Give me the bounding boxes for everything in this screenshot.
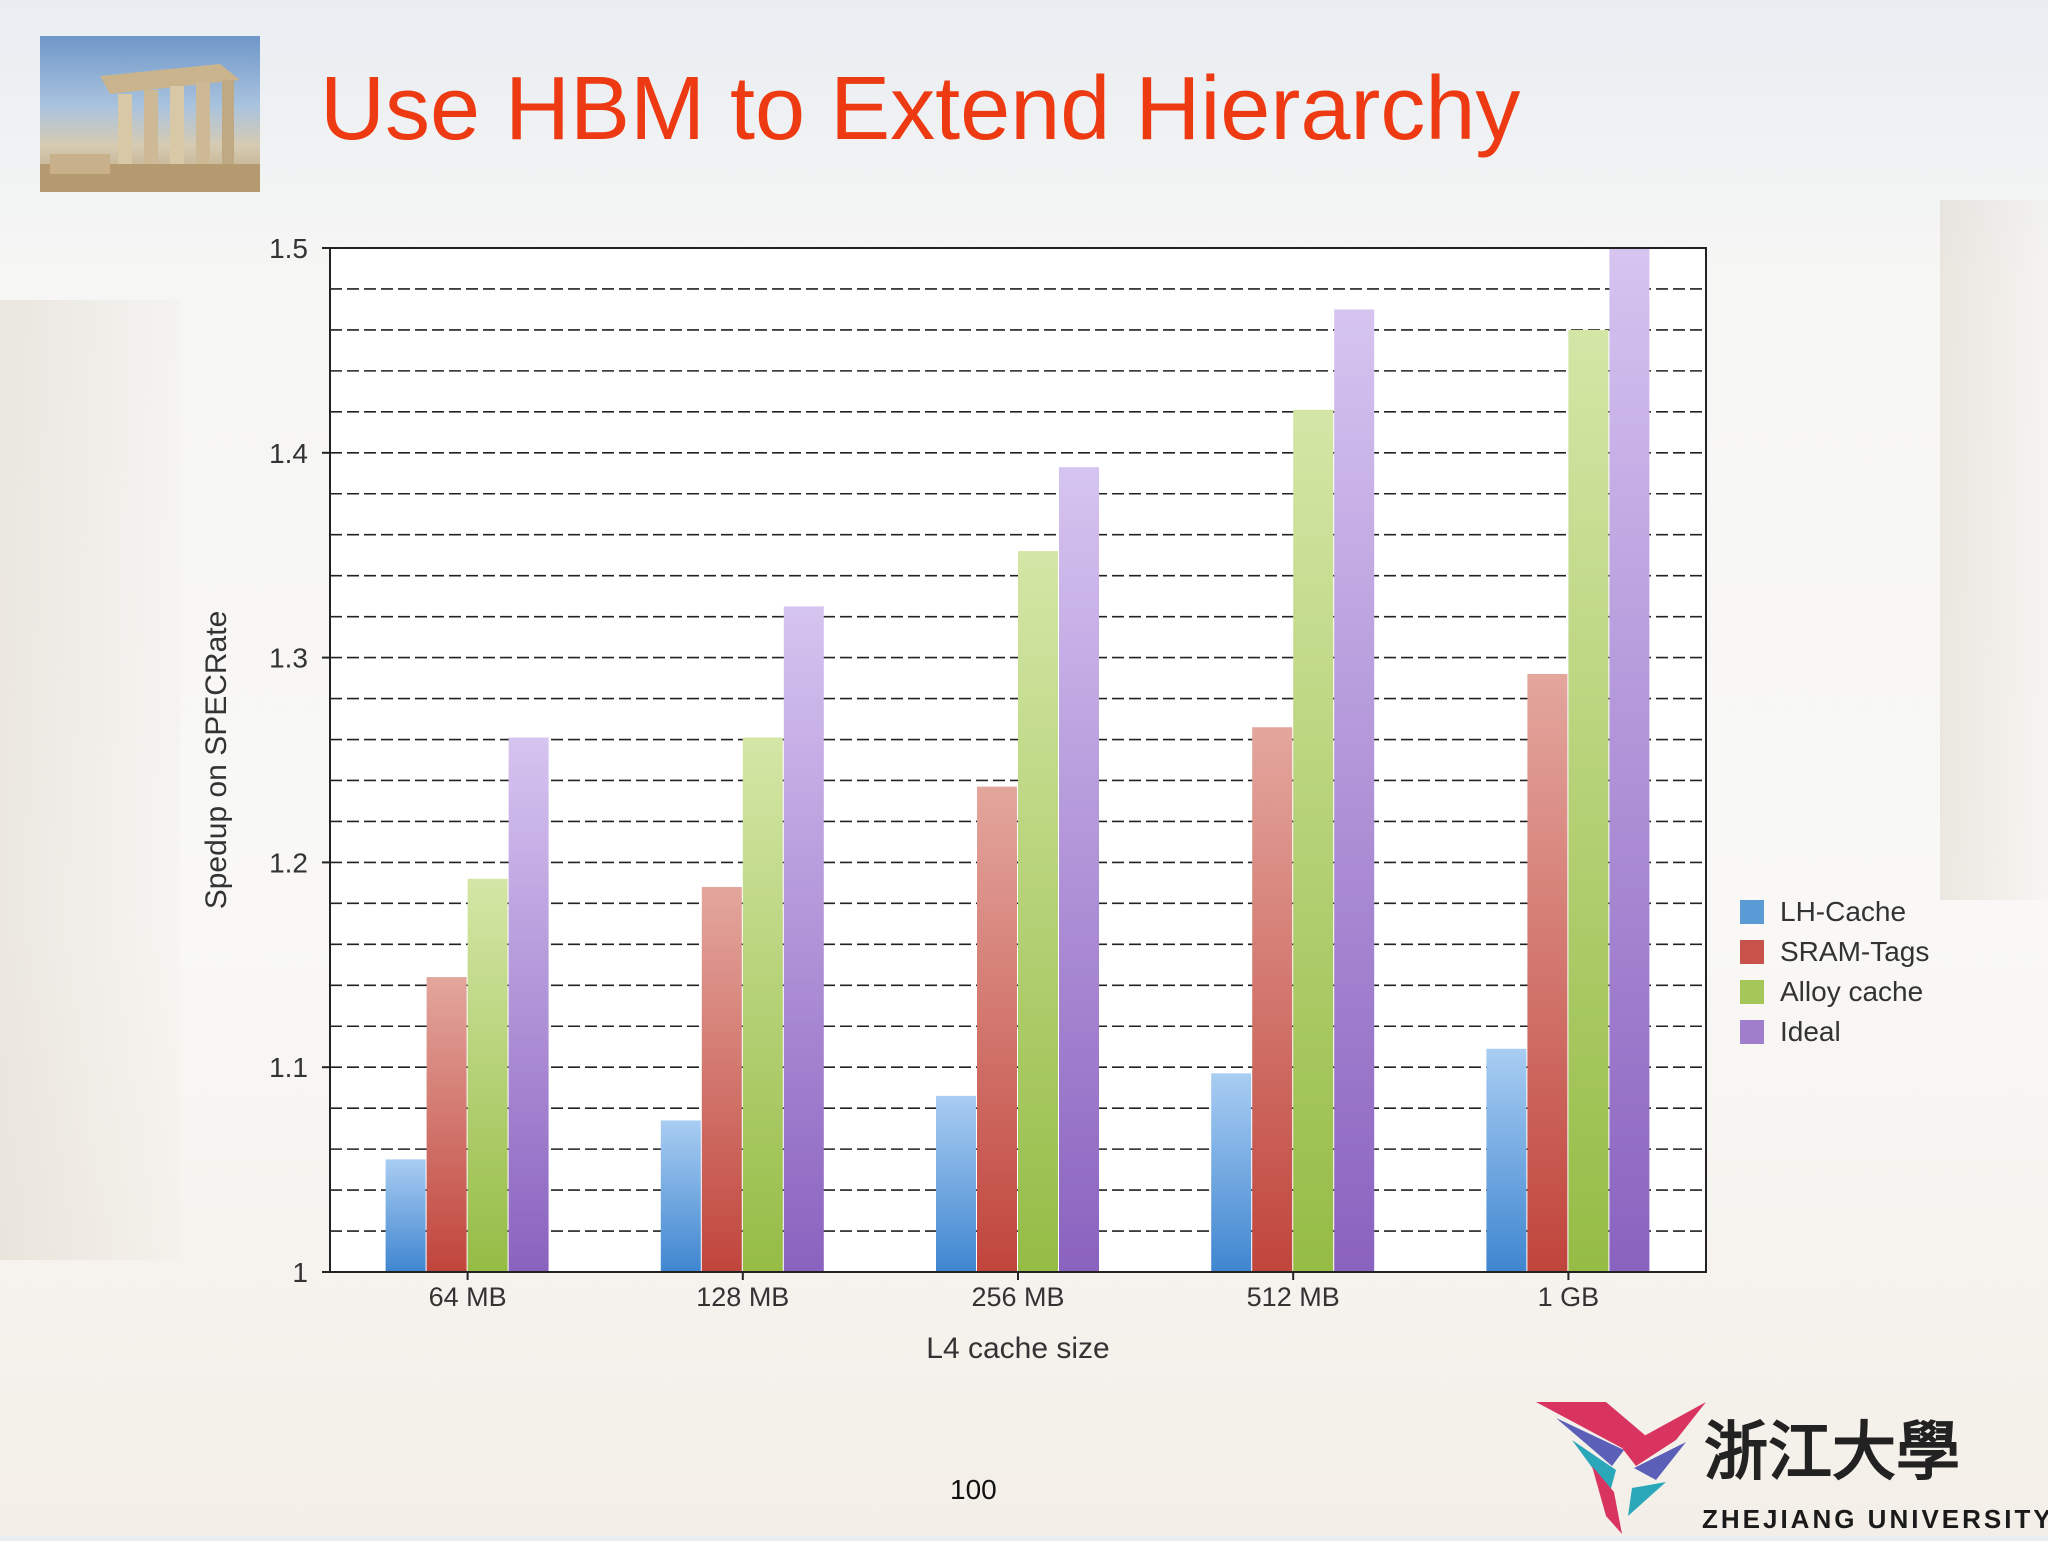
bar-alloy-cache <box>1018 551 1058 1272</box>
bar-lh-cache <box>660 1120 701 1272</box>
bar-sram-tags <box>977 786 1017 1272</box>
bar-ideal <box>508 737 549 1272</box>
legend-swatch <box>1740 980 1764 1004</box>
legend-label: Ideal <box>1780 1016 1841 1047</box>
bar-lh-cache <box>936 1095 976 1272</box>
university-emblem-icon <box>1536 1402 1706 1534</box>
bar-chart: 1 1.1 1.2 1.3 1.4 1.5 64 MB 128 MB 256 MB 512 MB… <box>200 233 1929 1365</box>
bar-sram-tags <box>1527 673 1568 1272</box>
bar-lh-cache <box>1486 1048 1527 1272</box>
bar-sram-tags <box>1252 727 1293 1272</box>
y-tick-label: 1.3 <box>269 643 308 674</box>
bar-alloy-cache <box>467 878 508 1272</box>
y-tick-label: 1.2 <box>269 847 308 878</box>
legend-swatch <box>1740 1020 1764 1044</box>
legend: LH-Cache SRAM-Tags Alloy cache Ideal <box>1740 896 1929 1047</box>
legend-swatch <box>1740 900 1764 924</box>
x-tick-label: 1 GB <box>1538 1282 1600 1312</box>
parthenon-thumbnail <box>40 36 260 192</box>
background-column-right <box>1940 200 2048 900</box>
bar-lh-cache <box>1211 1073 1252 1272</box>
bar-ideal <box>783 606 824 1272</box>
bar-sram-tags <box>426 977 467 1272</box>
bar-alloy-cache <box>1568 329 1609 1272</box>
page-number: 100 <box>950 1474 997 1505</box>
bar-alloy-cache <box>1293 409 1334 1272</box>
x-tick-label: 128 MB <box>696 1282 789 1312</box>
x-tick-label: 512 MB <box>1247 1282 1340 1312</box>
bar-alloy-cache <box>742 737 783 1272</box>
y-tick-label: 1.5 <box>269 233 308 264</box>
university-chinese-name: 浙江大學 <box>1704 1416 1960 1490</box>
legend-label: LH-Cache <box>1780 896 1906 927</box>
y-tick-label: 1.1 <box>269 1052 308 1083</box>
y-axis-label: Spedup on SPECRate <box>200 611 233 910</box>
university-name: ZHEJIANG UNIVERSITY <box>1702 1504 2048 1534</box>
x-tick-label: 256 MB <box>971 1282 1064 1312</box>
background-column-left <box>0 300 180 1260</box>
bar-lh-cache <box>385 1159 426 1272</box>
bar-sram-tags <box>701 886 742 1272</box>
x-axis-label: L4 cache size <box>926 1332 1109 1365</box>
legend-swatch <box>1740 940 1764 964</box>
legend-label: SRAM-Tags <box>1780 936 1929 967</box>
x-tick-label: 64 MB <box>429 1282 507 1312</box>
legend-label: Alloy cache <box>1780 976 1923 1007</box>
y-tick-label: 1.4 <box>269 438 308 469</box>
y-tick-label: 1 <box>292 1257 308 1288</box>
slide-title: Use HBM to Extend Hierarchy <box>320 59 1521 159</box>
zhejiang-university-logo: 浙江大學 <box>1536 1396 2036 1536</box>
bar-ideal <box>1334 309 1375 1272</box>
bar-ideal <box>1059 467 1099 1272</box>
bar-ideal <box>1609 248 1650 1272</box>
